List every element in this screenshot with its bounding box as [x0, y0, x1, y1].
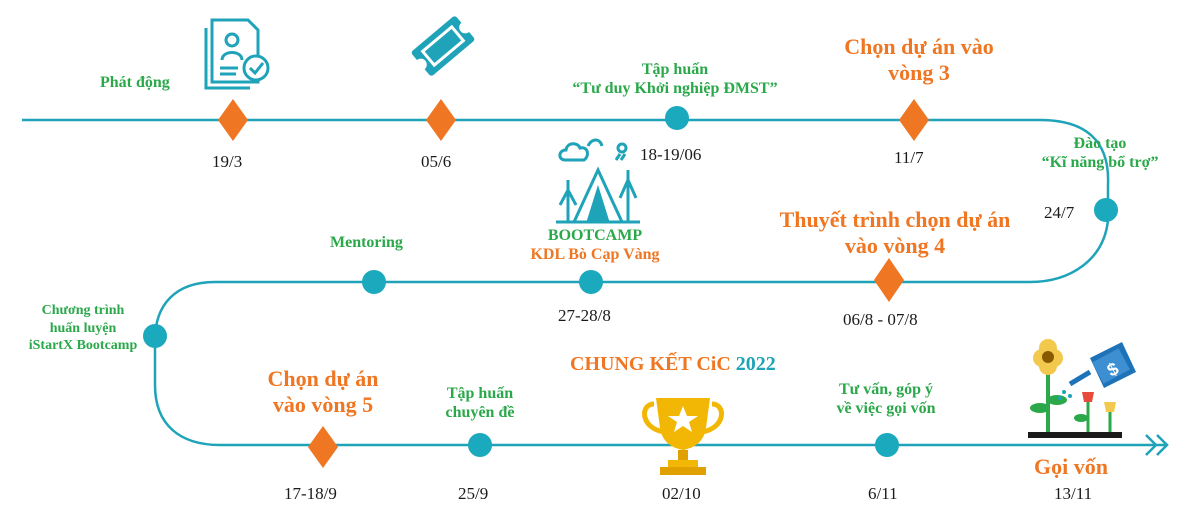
label-bootcamp: BOOTCAMP KDL Bò Cạp Vàng — [500, 226, 690, 264]
label-goi-von: Gọi vốn — [1034, 454, 1108, 479]
label-line1: Đào tạo — [1073, 135, 1127, 152]
label-vong-4: Thuyết trình chọn dự án vào vòng 4 — [760, 207, 1030, 260]
label-line2: “Tư duy Khởi nghiệp ĐMST” — [572, 80, 778, 98]
label-line2: huấn luyện — [49, 320, 117, 336]
label-line2: chuyên đề — [445, 404, 515, 422]
milestone-dot-25-9 — [468, 433, 492, 457]
milestone-dot-mentoring — [362, 270, 386, 294]
label-line1: BOOTCAMP — [547, 227, 643, 244]
milestone-diamond-11-7 — [899, 99, 929, 141]
label-dao-tao: Đào tạo “Kĩ năng bổ trợ” — [1020, 134, 1180, 172]
label-phat-dong: Phát động — [100, 74, 170, 91]
label-line2: KDL Bò Cạp Vàng — [530, 246, 660, 264]
date-24-7: 24/7 — [1044, 203, 1075, 222]
date-6-11: 6/11 — [868, 484, 898, 503]
milestone-dot-6-11 — [875, 433, 899, 457]
label-line2: vào vòng 4 — [844, 233, 946, 259]
label-tap-huan-chuyen-de: Tập huấn chuyên đề — [420, 384, 540, 422]
label-line3: iStartX Bootcamp — [28, 338, 138, 353]
label-cic: CiC — [696, 353, 731, 375]
label-chung-ket-text: CHUNG KẾT — [570, 353, 697, 375]
arrowhead-icon — [1145, 434, 1169, 456]
label-line2: về việc gọi vốn — [836, 400, 936, 418]
label-mentoring: Mentoring — [330, 234, 403, 251]
date-17-18-9: 17-18/9 — [284, 484, 337, 503]
label-line1: Tập huấn — [641, 61, 709, 78]
date-02-10: 02/10 — [662, 484, 701, 503]
label-tap-huan-dmst: Tập huấn “Tư duy Khởi nghiệp ĐMST” — [540, 60, 810, 98]
milestone-diamond-06-8 — [874, 258, 904, 302]
label-year: 2022 — [730, 353, 776, 375]
label-vong-5: Chọn dự án vào vòng 5 — [238, 366, 408, 419]
label-line1: Chọn dự án vào — [844, 34, 994, 59]
ticket-icon — [411, 16, 475, 76]
label-line2: vào vòng 5 — [272, 392, 374, 418]
watering-can-flowers-icon: $ — [1028, 339, 1136, 438]
milestone-dot-18-19-06 — [665, 106, 689, 130]
milestone-dot-27-28-8 — [579, 270, 603, 294]
date-06-8-07-8: 06/8 - 07/8 — [843, 310, 918, 329]
label-istartx-bootcamp: Chương trình huấn luyện iStartX Bootcamp — [22, 302, 144, 355]
date-05-6: 05/6 — [421, 152, 452, 171]
milestone-diamond-17-9 — [308, 426, 338, 468]
label-line1: Chương trình — [41, 303, 125, 318]
label-line1: Tập huấn — [446, 385, 514, 402]
milestone-diamond-05-6 — [426, 99, 456, 141]
label-line1: Chọn dự án — [267, 366, 379, 391]
date-27-28-8: 27-28/8 — [558, 306, 611, 325]
label-line1: Tư vấn, góp ý — [838, 381, 934, 398]
milestone-diamond-19-3 — [218, 99, 248, 141]
date-25-9: 25/9 — [458, 484, 489, 503]
label-line2: vòng 3 — [888, 60, 950, 86]
label-tu-van: Tư vấn, góp ý về việc gọi vốn — [806, 380, 966, 418]
label-vong-3: Chọn dự án vào vòng 3 — [824, 34, 1014, 87]
milestone-dot-24-7 — [1094, 198, 1118, 222]
date-19-3: 19/3 — [212, 152, 243, 171]
milestone-dot-istartx — [143, 324, 167, 348]
trophy-icon — [642, 398, 724, 475]
label-chung-ket: CHUNG KẾT CiC 2022 — [570, 352, 810, 376]
camp-tent-icon — [556, 138, 640, 224]
timeline-path — [22, 118, 1165, 447]
label-line2: “Kĩ năng bổ trợ” — [1041, 154, 1159, 172]
date-13-11: 13/11 — [1054, 484, 1093, 503]
label-line1: Thuyết trình chọn dự án — [779, 207, 1011, 232]
profile-document-icon — [204, 18, 270, 90]
date-11-7: 11/7 — [894, 148, 924, 167]
date-18-19-06: 18-19/06 — [640, 145, 702, 164]
